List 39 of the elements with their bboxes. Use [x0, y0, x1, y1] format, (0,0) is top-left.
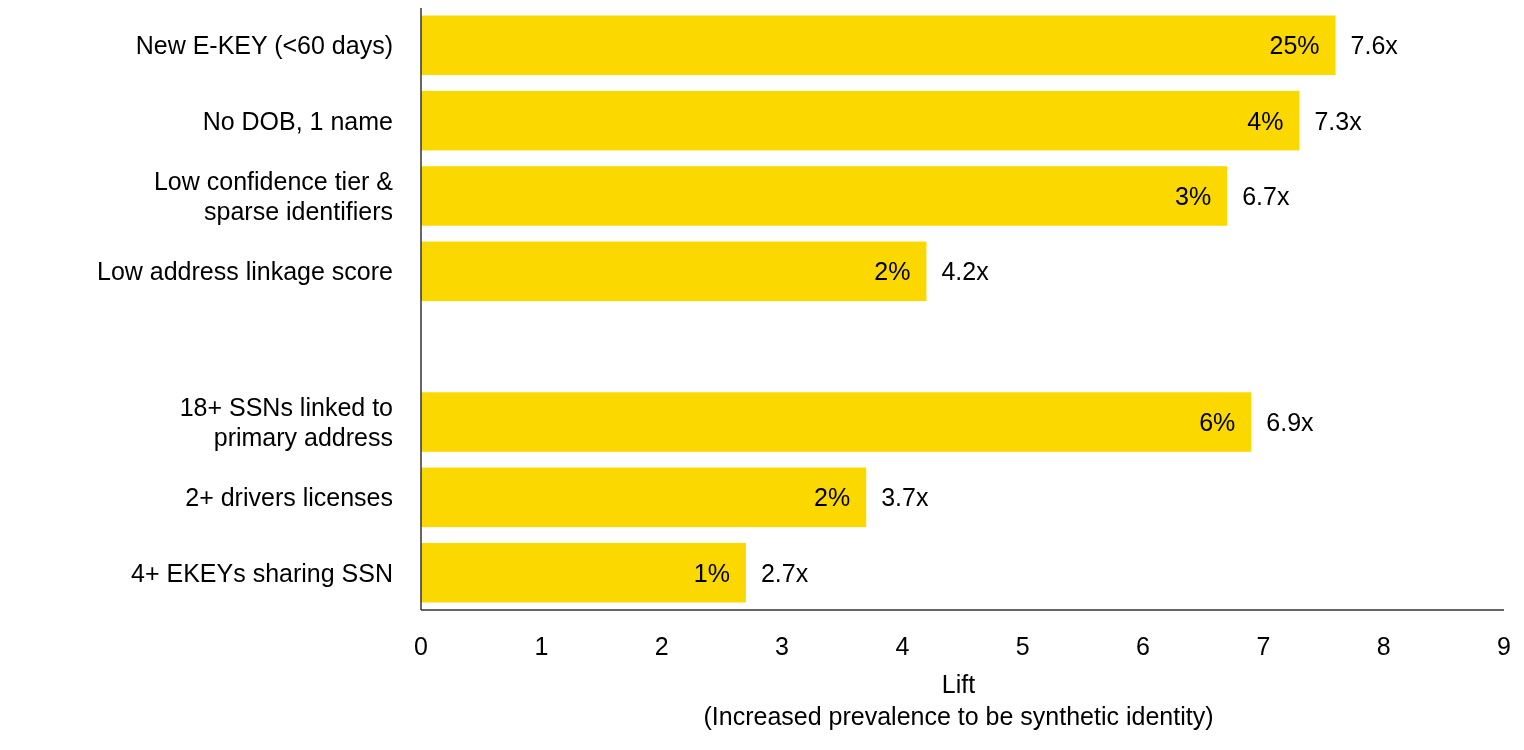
y-tick-label: New E-KEY (<60 days): [135, 31, 393, 60]
annotation: 1%: [693, 558, 730, 587]
x-tick-label: 9: [1497, 632, 1511, 660]
x-tick-label: 7: [1256, 632, 1271, 660]
annotation: 3%: [1175, 181, 1212, 210]
x-tick-label: 3: [775, 632, 789, 660]
data-label: 2.7x: [760, 558, 809, 587]
bar: [421, 166, 1228, 226]
y-tick-label: 4+ EKEYs sharing SSN: [131, 558, 393, 587]
x-tick-label: 1: [534, 632, 549, 660]
annotation: 2%: [814, 483, 851, 512]
y-tick-label: No DOB, 1 name: [202, 106, 393, 135]
y-tick-label: Low confidence tier & sparse identifiers: [153, 166, 394, 225]
x-tick-label: 4: [895, 632, 910, 660]
data-label: 7.6x: [1350, 31, 1399, 60]
y-tick-label: Low address linkage score: [97, 257, 393, 286]
bar: [421, 392, 1252, 452]
x-tick-label: 5: [1015, 632, 1030, 660]
annotation: 6%: [1199, 408, 1236, 437]
data-label: 6.9x: [1266, 408, 1315, 437]
bar: [421, 15, 1336, 76]
annotation: 4%: [1247, 106, 1284, 135]
data-label: 3.7x: [881, 483, 929, 512]
bar: [421, 542, 746, 603]
bar: [421, 467, 867, 528]
x-tick-label: 6: [1136, 632, 1150, 660]
x-axis-title: Lift (Increased prevalence to be synthetic identity): [703, 670, 1214, 730]
data-label: 4.2x: [941, 257, 990, 286]
x-tick-label: 8: [1376, 632, 1391, 660]
y-tick-label: 18+ SSNs linked to primary address: [179, 393, 393, 452]
x-tick-label: 2: [654, 632, 669, 660]
annotation: 2%: [874, 257, 911, 286]
x-tick-label: 0: [414, 632, 428, 660]
annotation: 25%: [1269, 31, 1320, 60]
bar: [421, 241, 927, 302]
data-label: 6.7x: [1242, 181, 1290, 210]
y-tick-label: 2+ drivers licenses: [185, 483, 393, 512]
data-label: 7.3x: [1314, 106, 1363, 135]
bar: [421, 90, 1300, 151]
